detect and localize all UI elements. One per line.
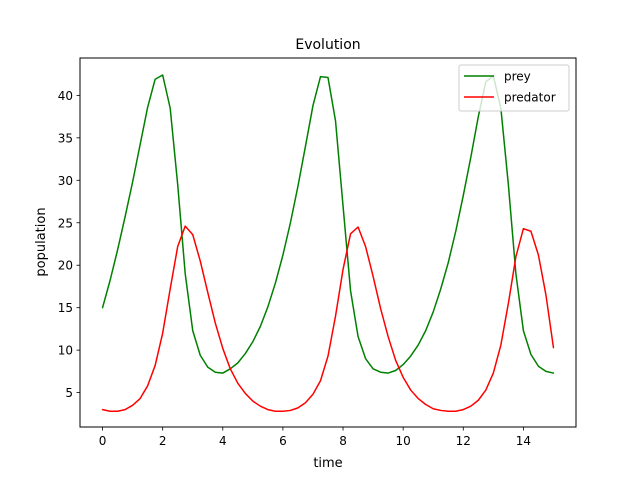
y-tick-label: 15: [58, 301, 73, 315]
y-axis-label: population: [34, 207, 49, 276]
x-tick-label: 4: [219, 434, 227, 448]
plot-frame: [79, 57, 577, 428]
legend-items: prey predator: [464, 70, 556, 105]
legend: prey predator: [458, 64, 570, 112]
y-ticks: 5 10 15 20 25 30 35 40: [58, 89, 80, 400]
series-layer: [101, 74, 555, 413]
series-line-predator: [101, 225, 555, 413]
x-tick-label: 12: [456, 434, 471, 448]
legend-label-predator: predator: [504, 91, 556, 105]
y-tick-label: 20: [58, 259, 73, 273]
series-line-prey: [101, 74, 555, 374]
x-tick-label: 6: [279, 434, 287, 448]
x-axis-label: time: [313, 456, 342, 471]
x-tick-label: 0: [99, 434, 107, 448]
y-tick-label: 40: [58, 89, 73, 103]
y-tick-label: 5: [65, 386, 73, 400]
y-tick-label: 25: [58, 216, 73, 230]
x-tick-label: 10: [396, 434, 411, 448]
x-tick-label: 14: [516, 434, 531, 448]
y-tick-label: 35: [58, 131, 73, 145]
y-tick-label: 10: [58, 344, 73, 358]
chart-title: Evolution: [295, 37, 360, 53]
legend-label-prey: prey: [504, 70, 531, 84]
x-tick-label: 2: [159, 434, 167, 448]
y-tick-label: 30: [58, 174, 73, 188]
x-tick-label: 8: [339, 434, 347, 448]
x-ticks: 0 2 4 6 8 10 12 14: [99, 427, 531, 448]
